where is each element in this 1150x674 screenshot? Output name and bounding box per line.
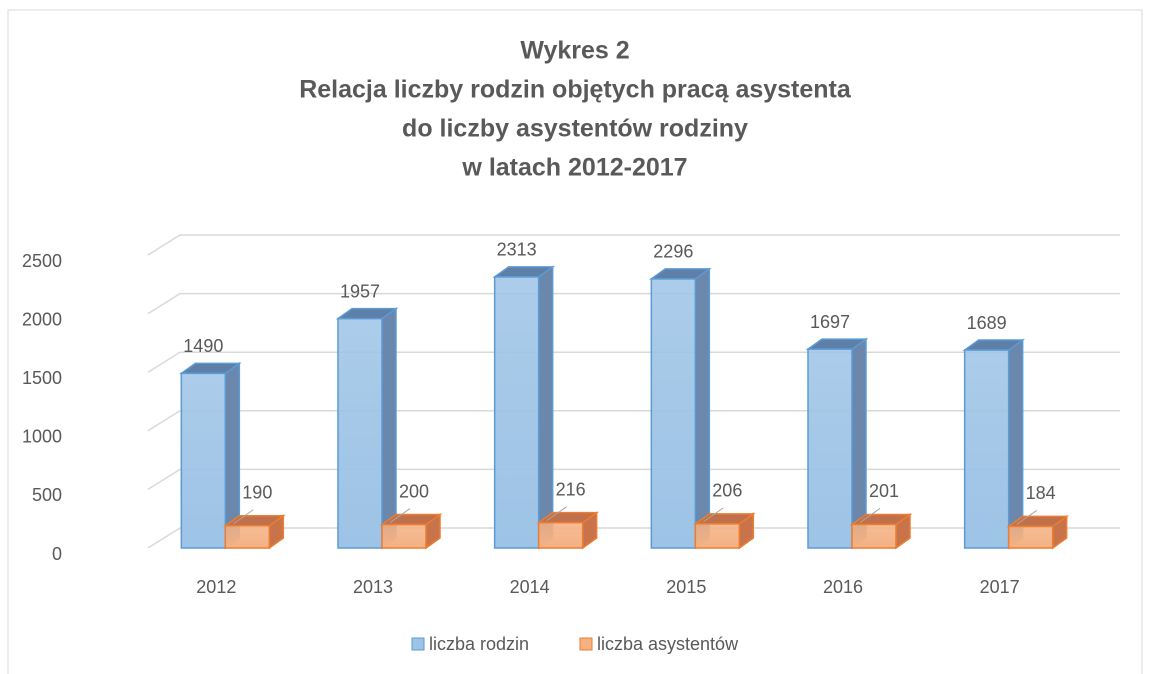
legend-label: liczba asystentów bbox=[597, 634, 739, 654]
leader-line bbox=[703, 507, 724, 523]
grid-line bbox=[147, 527, 1120, 549]
x-tick-label: 2015 bbox=[666, 577, 706, 597]
bar-front bbox=[224, 524, 271, 549]
bar-front bbox=[180, 372, 227, 549]
bar bbox=[222, 514, 286, 550]
bar bbox=[1006, 514, 1070, 550]
grid-line bbox=[147, 410, 1120, 432]
legend-swatch bbox=[411, 637, 425, 651]
leader-line bbox=[1016, 510, 1037, 525]
bar bbox=[536, 511, 600, 550]
data-label: 200 bbox=[399, 481, 429, 501]
bar bbox=[648, 267, 712, 550]
data-label: 216 bbox=[556, 479, 586, 499]
leader-line bbox=[859, 508, 881, 523]
grid-line bbox=[147, 468, 1120, 491]
bar-front bbox=[963, 349, 1010, 549]
y-tick-label: 1500 bbox=[22, 368, 62, 388]
y-tick-label: 1000 bbox=[22, 427, 62, 447]
data-label: 2313 bbox=[497, 240, 537, 260]
legend-label: liczba rodzin bbox=[429, 634, 529, 654]
bar bbox=[379, 513, 443, 550]
y-tick-label: 0 bbox=[52, 544, 62, 564]
leader-line bbox=[389, 508, 411, 523]
data-label: 1697 bbox=[810, 312, 850, 332]
bar-front bbox=[493, 276, 540, 549]
bar-front bbox=[807, 348, 853, 549]
grid-line bbox=[147, 292, 1120, 315]
bar bbox=[692, 512, 756, 550]
y-tick-label: 500 bbox=[32, 485, 62, 505]
x-tick-label: 2014 bbox=[510, 577, 550, 597]
bar-side bbox=[1007, 338, 1024, 550]
data-label: 190 bbox=[242, 482, 272, 502]
bar bbox=[335, 307, 399, 550]
data-label: 184 bbox=[1026, 483, 1056, 503]
bar-side bbox=[694, 267, 711, 550]
x-tick-label: 2017 bbox=[980, 577, 1020, 597]
bar bbox=[849, 512, 913, 550]
bar bbox=[492, 265, 556, 550]
leader-line bbox=[233, 509, 254, 525]
data-label: 206 bbox=[712, 481, 742, 501]
x-tick-label: 2012 bbox=[196, 577, 236, 597]
bar bbox=[178, 361, 242, 550]
chart-title: w latach 2012-2017 bbox=[461, 154, 687, 182]
x-tick-label: 2013 bbox=[353, 577, 393, 597]
chart-title: Wykres 2 bbox=[520, 37, 629, 65]
grid-line bbox=[147, 351, 1120, 373]
data-label: 2296 bbox=[653, 242, 693, 262]
y-tick-label: 2000 bbox=[22, 309, 62, 329]
bar-front bbox=[650, 278, 697, 549]
bar bbox=[805, 337, 869, 550]
chart-title: do liczby asystentów rodziny bbox=[402, 115, 748, 143]
bar-side bbox=[537, 265, 554, 550]
bar-side bbox=[381, 307, 397, 550]
legend-swatch bbox=[579, 637, 593, 651]
bar bbox=[962, 338, 1026, 550]
leader-line bbox=[546, 506, 567, 522]
data-label: 201 bbox=[869, 481, 899, 501]
y-tick-label: 2500 bbox=[22, 251, 62, 271]
bar-front bbox=[337, 317, 383, 549]
data-label: 1689 bbox=[967, 313, 1007, 333]
x-tick-label: 2016 bbox=[823, 577, 863, 597]
chart-frame bbox=[7, 9, 1143, 674]
bar-front bbox=[381, 523, 427, 549]
bar-front bbox=[1007, 525, 1054, 549]
chart-title: Relacja liczby rodzin objętych pracą asy… bbox=[299, 76, 852, 104]
bar-front bbox=[851, 523, 897, 549]
bar-front bbox=[694, 523, 741, 549]
data-label: 1490 bbox=[183, 336, 223, 356]
data-label: 1957 bbox=[340, 281, 380, 301]
bar-front bbox=[537, 521, 584, 549]
grid-line bbox=[147, 234, 1120, 256]
